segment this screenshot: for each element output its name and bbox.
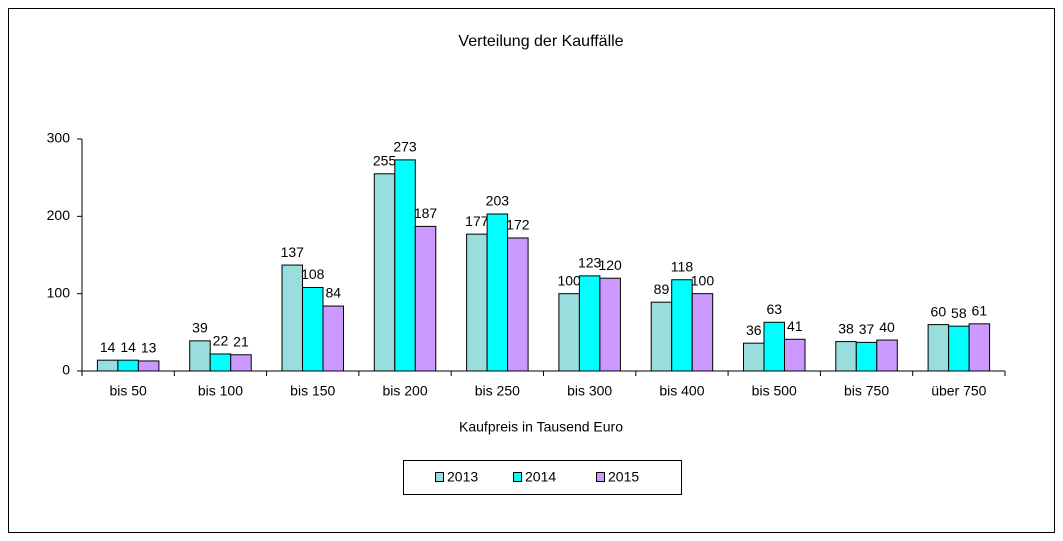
data-label: 172 xyxy=(506,217,530,233)
bar xyxy=(671,279,693,372)
data-label: 21 xyxy=(233,333,249,349)
data-label: 41 xyxy=(787,318,803,334)
data-label: 14 xyxy=(100,339,116,355)
data-label: 38 xyxy=(838,320,854,336)
data-label: 13 xyxy=(141,340,157,356)
x-tick-label: bis 150 xyxy=(290,383,335,399)
data-label: 187 xyxy=(414,205,438,221)
data-label: 273 xyxy=(393,139,417,155)
data-label: 123 xyxy=(578,255,602,271)
bar xyxy=(322,305,344,372)
bar xyxy=(855,341,878,372)
bar xyxy=(302,286,324,372)
bar xyxy=(558,293,580,372)
data-label: 63 xyxy=(766,301,782,317)
x-axis-label: Kaufpreis in Tausend Euro xyxy=(459,419,623,435)
data-label: 255 xyxy=(373,153,397,169)
data-label: 89 xyxy=(654,281,670,297)
legend-swatch xyxy=(435,472,444,482)
x-tick-label: bis 400 xyxy=(659,383,704,399)
legend-swatch xyxy=(513,472,522,482)
data-label: 118 xyxy=(671,258,694,274)
y-tick-label: 200 xyxy=(47,207,71,223)
x-tick-label: bis 50 xyxy=(109,383,147,399)
bar xyxy=(691,293,714,372)
bar xyxy=(394,159,416,372)
bar xyxy=(373,173,396,372)
bar xyxy=(968,323,991,372)
y-tick-label: 0 xyxy=(62,362,70,378)
bar xyxy=(784,338,806,372)
data-label: 22 xyxy=(213,333,229,349)
bar xyxy=(763,321,785,372)
legend-swatch xyxy=(596,472,605,482)
data-label: 203 xyxy=(486,193,510,209)
bar xyxy=(137,360,160,372)
bar xyxy=(189,340,211,372)
bar xyxy=(599,277,621,372)
legend-label: 2013 xyxy=(447,469,478,485)
bar xyxy=(743,342,765,372)
chart-border xyxy=(8,8,1055,533)
data-label: 137 xyxy=(281,244,305,260)
bar xyxy=(927,324,950,372)
legend-label: 2015 xyxy=(608,469,639,485)
bar xyxy=(209,353,232,372)
legend-box xyxy=(403,460,682,495)
bar xyxy=(96,359,119,372)
data-label: 61 xyxy=(972,303,988,319)
y-tick-label: 100 xyxy=(47,284,71,300)
data-label: 39 xyxy=(192,320,208,336)
x-tick-label: bis 750 xyxy=(844,383,889,399)
bar xyxy=(835,341,857,372)
x-tick-label: über 750 xyxy=(931,383,986,399)
bar xyxy=(650,301,673,372)
legend-label: 2014 xyxy=(525,469,556,485)
data-label: 14 xyxy=(120,339,136,355)
data-label: 177 xyxy=(465,213,489,229)
bar xyxy=(578,275,601,372)
bar xyxy=(948,325,970,372)
data-label: 100 xyxy=(557,272,581,288)
data-label: 37 xyxy=(859,321,875,337)
data-label: 100 xyxy=(691,272,715,288)
data-label: 84 xyxy=(325,285,341,301)
data-label: 120 xyxy=(598,257,622,273)
data-label: 40 xyxy=(879,319,895,335)
chart-title: Verteilung der Kauffälle xyxy=(458,33,623,50)
x-tick-label: bis 100 xyxy=(198,383,243,399)
bar xyxy=(486,213,509,372)
x-tick-label: bis 250 xyxy=(475,383,520,399)
bar xyxy=(230,354,252,372)
bar xyxy=(876,339,898,372)
y-tick-label: 300 xyxy=(47,130,71,146)
bar xyxy=(414,225,437,372)
bar xyxy=(507,237,529,372)
data-label: 108 xyxy=(301,266,325,282)
data-label: 60 xyxy=(931,303,947,319)
x-tick-label: bis 500 xyxy=(752,383,797,399)
x-tick-label: bis 200 xyxy=(382,383,427,399)
bar xyxy=(117,359,139,372)
bar xyxy=(466,233,488,372)
bar xyxy=(281,264,303,372)
data-label: 36 xyxy=(746,322,762,338)
data-label: 58 xyxy=(951,305,967,321)
x-tick-label: bis 300 xyxy=(567,383,612,399)
